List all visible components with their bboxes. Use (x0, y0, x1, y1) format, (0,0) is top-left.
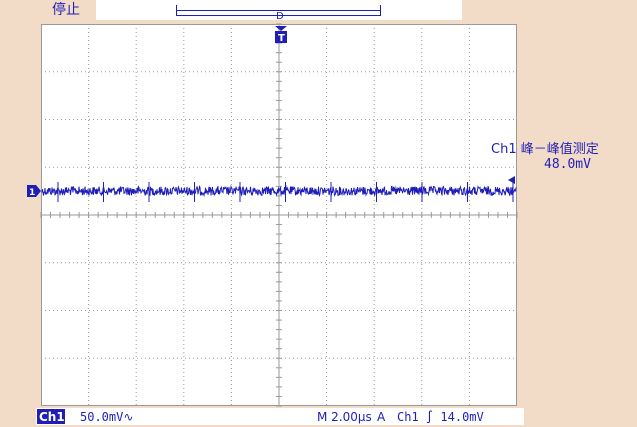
trigger-slope-icon: ∫ (425, 410, 434, 424)
record-window-line (176, 10, 380, 11)
ch1-label: Ch1 (39, 410, 65, 424)
ch1-waveform (41, 182, 517, 202)
svg-text:T: T (278, 33, 285, 44)
trigger-level: 14.0mV (440, 410, 484, 424)
vertical-scale: 50.0mV∿ (80, 410, 134, 424)
trigger-mode: A (377, 410, 386, 424)
run-indicator (35, 5, 48, 18)
record-window (176, 5, 381, 16)
bottom-status-bar (36, 408, 524, 425)
measurement-label: Ch1 峰－峰值测定 (491, 142, 599, 157)
trigger-source: Ch1 (397, 410, 419, 424)
trigger-level-arrow-icon[interactable] (508, 176, 515, 184)
svg-text:D: D (276, 11, 284, 22)
run-status-text: 停止 (52, 2, 80, 18)
graticule-grid (40, 23, 518, 407)
ch1-trace-noise (41, 184, 517, 198)
trigger-T-marker-icon[interactable]: D T (275, 11, 287, 44)
measurement-value: 48.0mV (544, 157, 591, 172)
svg-text:1: 1 (29, 188, 35, 198)
channel-1-marker-icon[interactable]: 1 (27, 185, 41, 198)
trigger-settings: Ch1 ∫ 14.0mV (397, 411, 484, 423)
ch1-badge[interactable] (37, 409, 65, 424)
timebase-readout: M 2.00µs (317, 410, 372, 424)
